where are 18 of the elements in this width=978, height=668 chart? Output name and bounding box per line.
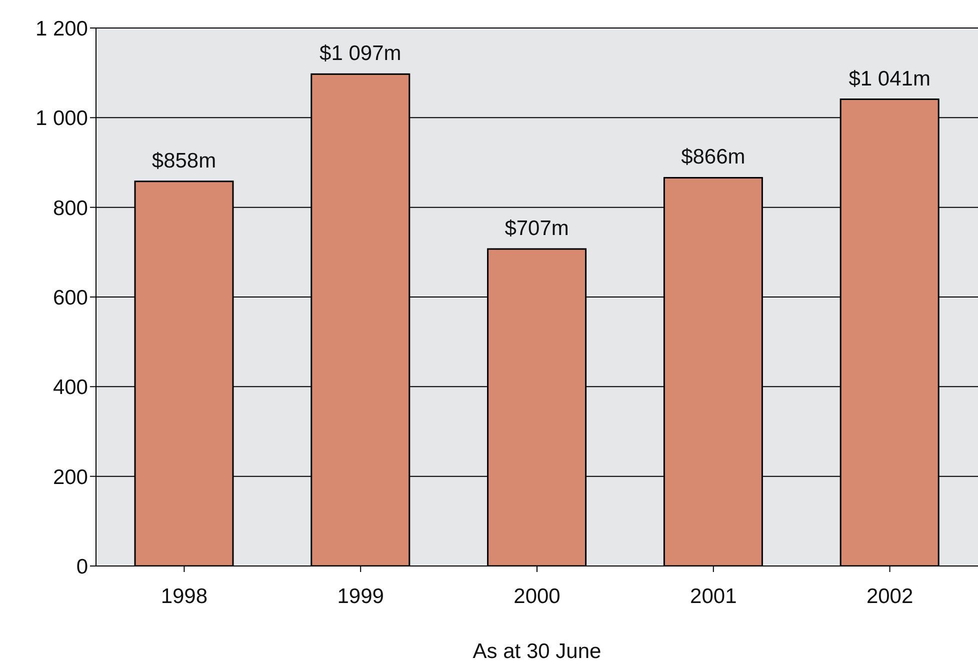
x-tick-label: 2001 (690, 584, 737, 608)
data-label: $1 041m (848, 67, 930, 90)
y-tick-label: 200 (52, 466, 88, 489)
data-label: $1 097m (320, 42, 402, 66)
y-tick-label: 600 (52, 286, 88, 310)
data-label: $707m (504, 217, 569, 240)
x-tick-label: 2002 (866, 584, 914, 608)
data-label: $866m (681, 146, 746, 169)
data-label: $858m (152, 149, 216, 172)
y-tick-label: 400 (52, 376, 88, 400)
x-tick-label: 1998 (160, 584, 208, 608)
y-tick-label: 1 000 (35, 107, 88, 130)
y-tick-label: 0 (76, 555, 88, 578)
y-tick-label: 800 (52, 196, 88, 220)
x-tick-label: 1999 (337, 584, 384, 608)
x-tick-label: 2000 (514, 584, 560, 608)
x-axis-title: As at 30 June (472, 640, 602, 663)
y-tick-label: 1 200 (35, 17, 88, 40)
